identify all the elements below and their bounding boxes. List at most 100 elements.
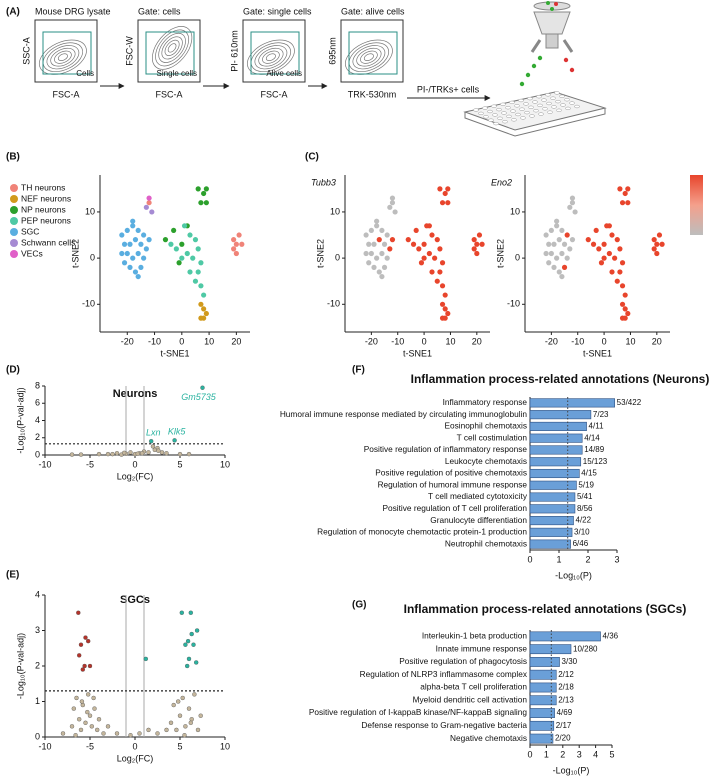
x-tick-label: 1 [556,554,561,564]
point [593,227,599,234]
well [496,107,502,112]
point [389,195,396,201]
point [191,642,196,647]
point-label: Gm5735 [181,392,217,402]
point [474,241,480,247]
point [192,237,199,243]
point [198,200,204,206]
x-axis-label: -Log₁₀(P) [553,765,590,775]
point [543,250,549,257]
y-tick-label: 10 [330,206,340,216]
point [651,237,657,243]
point [186,706,192,711]
x-tick-label: 0 [132,459,137,469]
well [555,99,561,104]
point [146,200,152,206]
point [546,241,552,247]
flow-gate [42,31,92,75]
point [445,310,451,317]
point [162,237,169,243]
point [91,695,96,701]
well [565,106,571,111]
point [173,246,179,252]
flow-contour [254,45,288,70]
point [405,237,411,243]
well [497,116,503,120]
well [538,112,544,116]
point [619,200,626,206]
point [83,635,88,640]
point [614,237,620,243]
point [187,232,193,238]
category-label: Positive regulation of inflammatory resp… [364,444,528,454]
point [180,695,185,701]
point [80,667,86,672]
point [201,315,207,321]
well [533,109,539,113]
point [193,660,199,665]
legend-swatch [10,239,18,247]
point [476,232,483,238]
flow-contour [348,42,390,73]
point [381,264,388,270]
point [622,315,628,321]
point [654,241,660,247]
x-tick-label: -10 [38,741,51,751]
category-label: Regulation of NLRP3 inflammasome complex [360,669,528,679]
point [156,448,161,453]
point [171,702,176,708]
flow-y-label: FSC-W [124,36,134,66]
point [379,227,385,234]
point [556,269,562,275]
point [85,709,90,715]
category-label: Granulocyte differentiation [430,515,527,525]
count-label: 5/19 [578,480,594,489]
point [559,250,565,257]
well [547,110,553,114]
flow-gate-label: Single cells [157,69,197,78]
point [146,450,151,455]
y-axis-label: t-SNE2 [315,239,325,268]
flow-gate [348,31,398,75]
point [128,733,133,738]
point [363,250,369,257]
bar [529,733,554,744]
category-label: Positive regulation of I-kappaB kinase/N… [309,707,528,717]
point [596,246,602,252]
point [181,223,188,229]
point [434,278,440,284]
point [474,250,480,257]
flow-contour [39,39,87,75]
point [89,724,95,729]
category-label: Positive regulation of T cell proliferat… [382,503,527,513]
legend-label: NP neurons [21,204,66,214]
y-tick-label: 8 [35,380,40,390]
count-label: 10/280 [573,644,598,653]
count-label: 7/23 [593,410,609,419]
point [96,717,102,722]
count-label: 3/30 [562,657,578,666]
flow-contour [258,47,284,67]
point [195,246,201,252]
x-tick-label: 20 [231,336,241,346]
well [574,104,580,109]
point [74,695,79,701]
x-tick-label: 0 [422,336,427,346]
point [445,186,451,192]
x-tick-label: 10 [445,336,455,346]
category-label: T cell costimulation [457,432,528,442]
point [368,250,374,257]
point [442,306,448,312]
point [152,447,158,453]
flow-x-label: FSC-A [261,89,288,99]
point [413,227,419,234]
point [195,186,201,192]
panel-label: (A) [6,7,20,18]
point [132,237,139,243]
point [192,278,199,284]
point [590,241,597,247]
y-tick-label: 0 [515,252,520,262]
point [119,232,125,238]
point [185,638,191,644]
point [80,702,86,708]
